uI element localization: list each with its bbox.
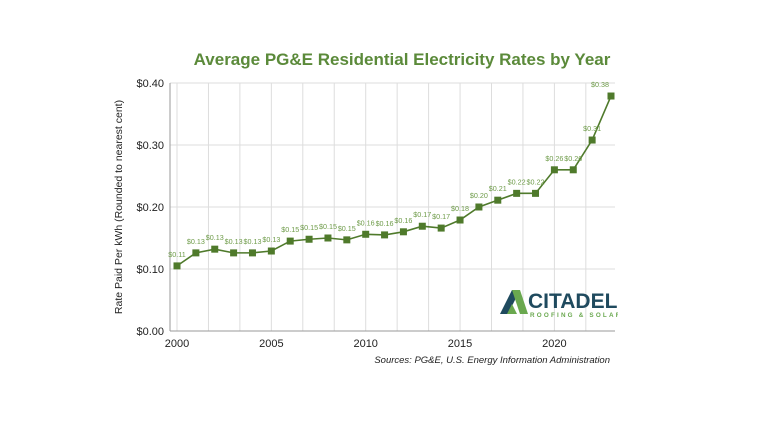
x-tick-label: 2000 bbox=[165, 338, 189, 350]
data-point bbox=[173, 262, 181, 270]
data-label: $0.38 bbox=[591, 80, 609, 89]
data-point bbox=[456, 216, 464, 224]
data-label: $0.13 bbox=[187, 237, 205, 246]
data-label: $0.18 bbox=[451, 204, 469, 213]
data-label: $0.16 bbox=[357, 218, 375, 227]
data-label: $0.15 bbox=[319, 222, 337, 231]
y-tick-label: $0.40 bbox=[136, 78, 164, 90]
data-label: $0.17 bbox=[413, 210, 431, 219]
data-label: $0.22 bbox=[527, 177, 545, 186]
data-label: $0.11 bbox=[168, 250, 185, 259]
data-label: $0.22 bbox=[508, 177, 526, 186]
x-tick-label: 2020 bbox=[542, 338, 566, 350]
data-point bbox=[248, 249, 256, 257]
data-point bbox=[343, 236, 351, 244]
data-point bbox=[513, 189, 521, 197]
svg-text:ROOFING & SOLAR: ROOFING & SOLAR bbox=[530, 312, 618, 319]
data-point bbox=[494, 196, 502, 204]
x-tick-label: 2010 bbox=[353, 338, 377, 350]
data-point bbox=[475, 203, 483, 211]
data-label: $0.13 bbox=[225, 237, 243, 246]
data-label: $0.20 bbox=[470, 191, 488, 200]
svg-text:CITADEL: CITADEL bbox=[528, 290, 618, 313]
data-label: $0.15 bbox=[338, 224, 356, 233]
y-axis-label: Rate Paid Per kWh (Rounded to nearest ce… bbox=[113, 100, 125, 314]
x-tick-label: 2015 bbox=[448, 338, 472, 350]
data-label: $0.26 bbox=[545, 154, 563, 163]
y-tick-label: $0.20 bbox=[136, 202, 164, 214]
data-label: $0.13 bbox=[206, 233, 224, 242]
y-tick-label: $0.30 bbox=[136, 140, 164, 152]
data-point bbox=[362, 230, 370, 238]
data-point bbox=[305, 235, 313, 243]
data-point bbox=[399, 228, 407, 236]
data-point bbox=[381, 231, 389, 239]
data-point bbox=[550, 166, 558, 174]
data-point bbox=[532, 189, 540, 197]
data-point bbox=[418, 222, 426, 230]
data-label: $0.13 bbox=[243, 237, 261, 246]
data-label: $0.17 bbox=[432, 212, 450, 221]
data-point bbox=[267, 247, 275, 255]
data-point bbox=[230, 249, 238, 257]
citadel-logo: CITADEL ROOFING & SOLAR bbox=[500, 290, 618, 319]
data-label: $0.31 bbox=[583, 124, 601, 133]
data-label: $0.15 bbox=[300, 223, 318, 232]
chart-title: Average PG&E Residential Electricity Rat… bbox=[193, 50, 611, 69]
data-point bbox=[211, 245, 219, 253]
data-point bbox=[607, 92, 615, 100]
data-point bbox=[324, 234, 332, 242]
y-tick-label: $0.00 bbox=[136, 326, 164, 338]
data-point bbox=[286, 237, 294, 245]
data-label: $0.16 bbox=[394, 216, 412, 225]
y-tick-label: $0.10 bbox=[136, 264, 164, 276]
data-point bbox=[192, 249, 200, 257]
source-note: Sources: PG&E, U.S. Energy Information A… bbox=[374, 355, 610, 366]
data-label: $0.21 bbox=[489, 184, 507, 193]
x-tick-label: 2005 bbox=[259, 338, 283, 350]
data-label: $0.16 bbox=[376, 219, 394, 228]
data-point bbox=[588, 136, 596, 144]
data-point bbox=[437, 224, 445, 232]
data-label: $0.26 bbox=[564, 154, 582, 163]
data-label: $0.15 bbox=[281, 225, 299, 234]
data-point bbox=[569, 166, 577, 174]
data-label: $0.13 bbox=[262, 235, 280, 244]
